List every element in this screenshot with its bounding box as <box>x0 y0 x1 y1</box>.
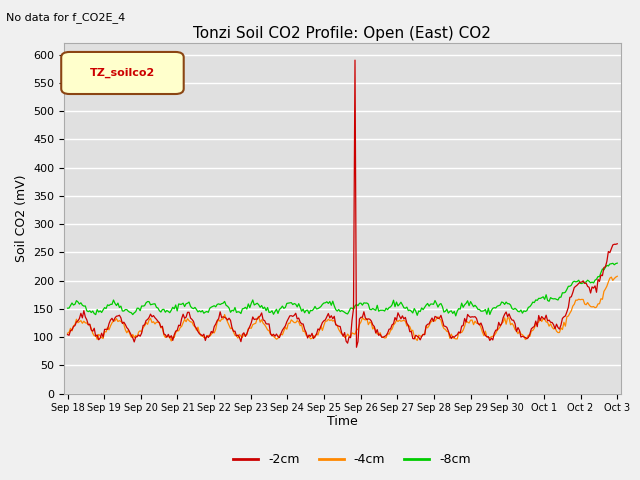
Text: TZ_soilco2: TZ_soilco2 <box>90 68 155 78</box>
Legend: -2cm, -4cm, -8cm: -2cm, -4cm, -8cm <box>228 448 476 471</box>
Y-axis label: Soil CO2 (mV): Soil CO2 (mV) <box>15 175 28 262</box>
FancyBboxPatch shape <box>61 52 184 94</box>
Text: No data for f_CO2E_4: No data for f_CO2E_4 <box>6 12 125 23</box>
X-axis label: Time: Time <box>327 415 358 428</box>
Title: Tonzi Soil CO2 Profile: Open (East) CO2: Tonzi Soil CO2 Profile: Open (East) CO2 <box>193 25 492 41</box>
